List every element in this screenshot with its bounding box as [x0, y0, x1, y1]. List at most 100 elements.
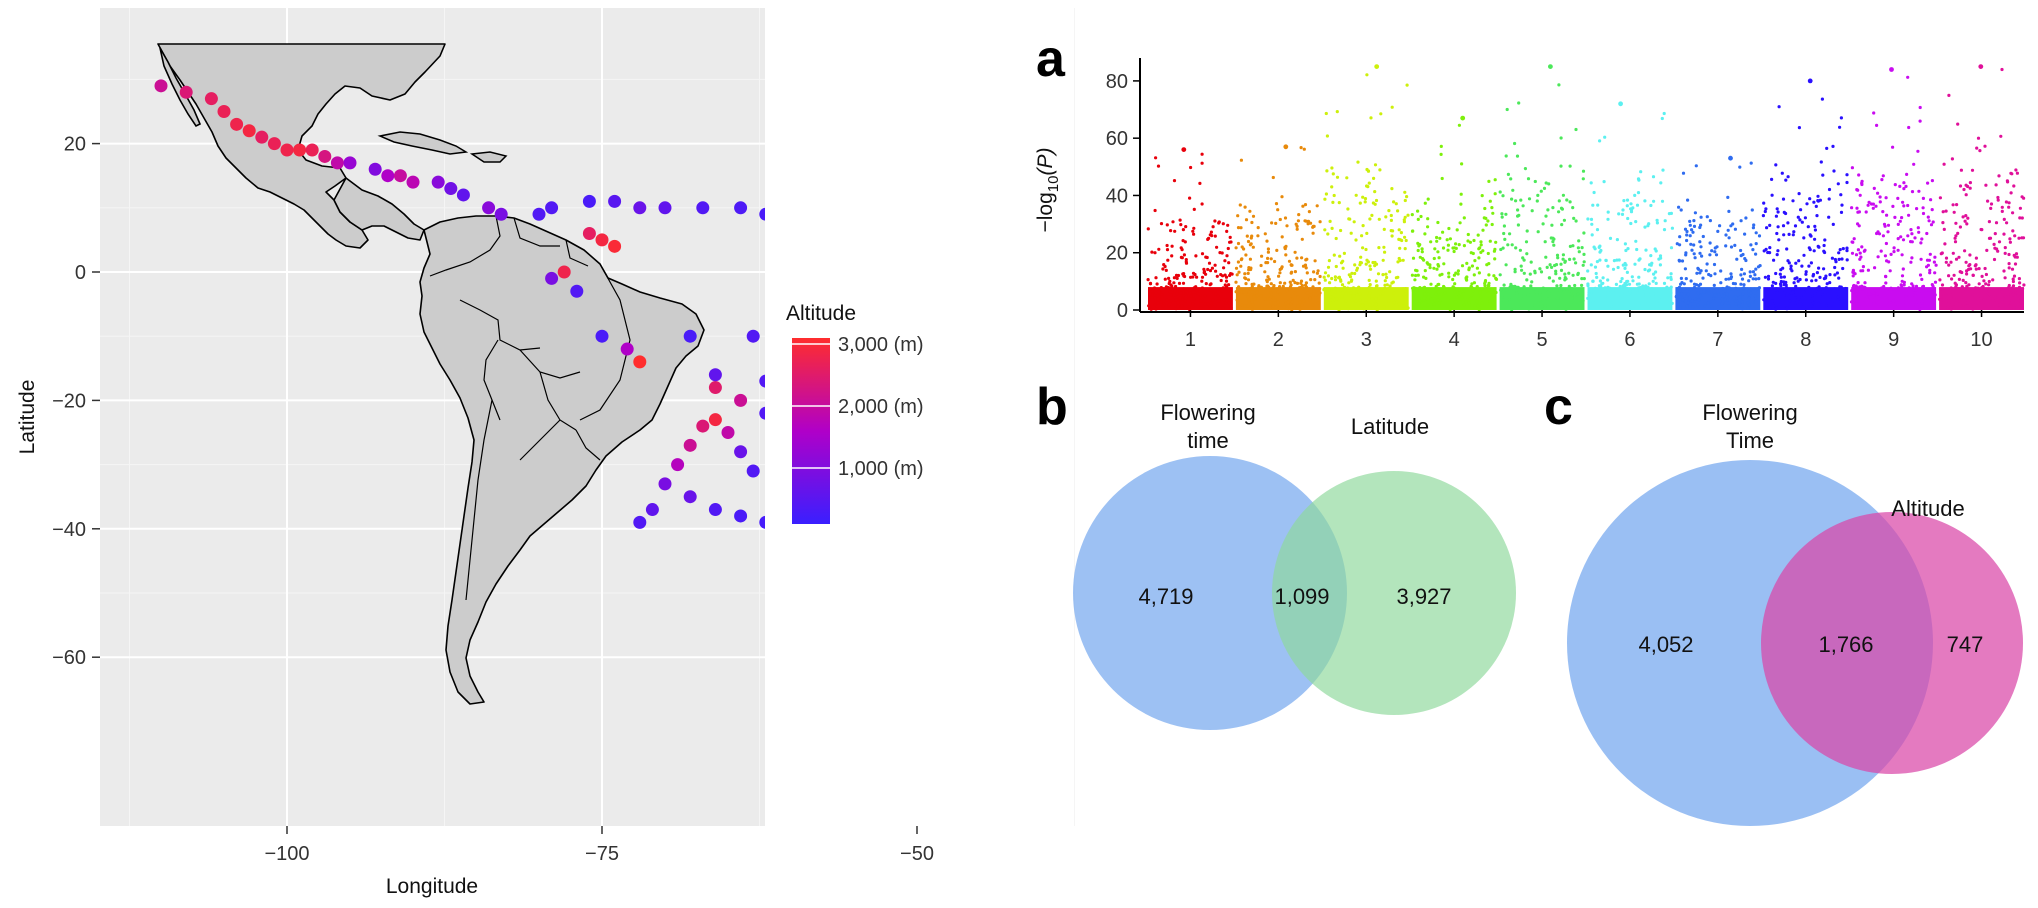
gwas-point	[1648, 268, 1652, 272]
gwas-point	[1907, 293, 1911, 297]
gwas-point	[1543, 303, 1547, 307]
gwas-point	[1788, 299, 1792, 303]
gwas-point	[1335, 175, 1340, 179]
gwas-point	[1774, 163, 1778, 167]
gwas-point	[1402, 220, 1406, 224]
gwas-point	[1885, 288, 1889, 292]
gwas-point	[1405, 195, 1409, 199]
gwas-point	[1742, 272, 1746, 276]
gwas-point	[1736, 287, 1740, 291]
gwas-point	[1674, 294, 1678, 298]
gwas-point	[1304, 281, 1308, 285]
gwas-point	[1567, 284, 1571, 288]
gwas-point	[1724, 244, 1728, 248]
gwas-point	[1308, 296, 1312, 300]
gwas-point	[1518, 299, 1522, 303]
gwas-point	[1557, 83, 1561, 87]
gwas-peak-point	[1548, 64, 1553, 69]
gwas-point	[1192, 226, 1196, 230]
gwas-point	[1665, 285, 1669, 289]
gwas-point	[1562, 290, 1567, 294]
gwas-point	[1468, 240, 1472, 244]
gwas-point	[1831, 222, 1835, 226]
gwas-point	[1797, 192, 1801, 196]
gwas-point	[1192, 297, 1196, 301]
gwas-point	[1738, 298, 1742, 302]
gwas-point	[2010, 267, 2015, 271]
gwas-point	[1404, 287, 1408, 291]
gwas-point	[1172, 276, 1176, 280]
gwas-point	[1260, 306, 1264, 311]
gwas-point	[1641, 293, 1645, 297]
gwas-point	[1616, 305, 1620, 309]
gwas-point	[1861, 265, 1865, 269]
gwas-point	[1288, 285, 1293, 289]
gwas-point	[1868, 295, 1872, 299]
gwas-point	[1814, 278, 1818, 282]
gwas-point	[1454, 242, 1458, 246]
gwas-point	[1237, 285, 1241, 289]
gwas-point	[1542, 186, 1547, 190]
gwas-point	[1540, 289, 1545, 293]
gwas-point	[1571, 273, 1575, 277]
gwas-point	[1340, 287, 1344, 292]
chromosome-label: 10	[1970, 329, 1992, 351]
gwas-point	[1732, 296, 1736, 300]
gwas-point	[1957, 255, 1961, 259]
gwas-point	[1616, 296, 1620, 300]
gwas-point	[2020, 297, 2024, 301]
gwas-point	[1553, 295, 1557, 299]
gwas-point	[1940, 251, 1944, 255]
gwas-point	[1591, 279, 1595, 283]
gwas-point	[1189, 275, 1193, 279]
gwas-point	[1280, 265, 1284, 269]
gwas-point	[1523, 295, 1527, 299]
gwas-point	[1358, 298, 1362, 302]
gwas-point	[1797, 126, 1801, 130]
gwas-point	[1263, 297, 1267, 301]
gwas-point	[1812, 249, 1816, 253]
gwas-point	[1574, 219, 1578, 223]
gwas-point	[1905, 172, 1909, 176]
gwas-point	[2012, 253, 2016, 257]
altitude-point	[759, 406, 765, 420]
gwas-point	[1941, 210, 1945, 214]
gwas-point	[1169, 229, 1173, 233]
gwas-point	[1750, 208, 1754, 212]
gwas-point	[1677, 205, 1681, 209]
gwas-point	[1824, 286, 1828, 290]
gwas-point	[2011, 284, 2016, 288]
gwas-point	[1813, 228, 1817, 232]
gwas-point	[1704, 269, 1708, 273]
gwas-point	[1330, 226, 1334, 230]
gwas-point	[1861, 290, 1865, 294]
gwas-point	[1678, 235, 1682, 239]
gwas-point	[1692, 224, 1697, 228]
gwas-point	[1932, 260, 1936, 264]
gwas-point	[1181, 228, 1185, 232]
gwas-point	[1976, 136, 1981, 140]
gwas-point	[1422, 285, 1427, 289]
venn-diagram-c: c Flowering Time Altitude 4,052 1,766 74…	[1544, 378, 2023, 826]
gwas-point	[1786, 175, 1790, 179]
gwas-point	[1785, 247, 1789, 251]
gwas-point	[1149, 307, 1153, 311]
gwas-point	[1719, 281, 1723, 285]
gwas-point	[1154, 291, 1158, 295]
gwas-point	[1972, 293, 1976, 297]
gwas-point	[1347, 281, 1351, 285]
gwas-point	[2015, 171, 2019, 175]
gwas-point	[1208, 304, 1212, 308]
gwas-point	[1849, 300, 1854, 304]
venn-c-big-title-2: Time	[1726, 428, 1774, 453]
gwas-point	[1999, 134, 2003, 138]
gwas-point	[1559, 136, 1563, 140]
altitude-point	[545, 271, 559, 285]
gwas-point	[1239, 264, 1243, 268]
gwas-point	[1845, 246, 1849, 250]
gwas-point	[1751, 277, 1755, 281]
gwas-point	[1921, 206, 1925, 210]
gwas-point	[1339, 228, 1343, 233]
gwas-point	[1637, 275, 1641, 279]
gwas-point	[1490, 206, 1494, 210]
